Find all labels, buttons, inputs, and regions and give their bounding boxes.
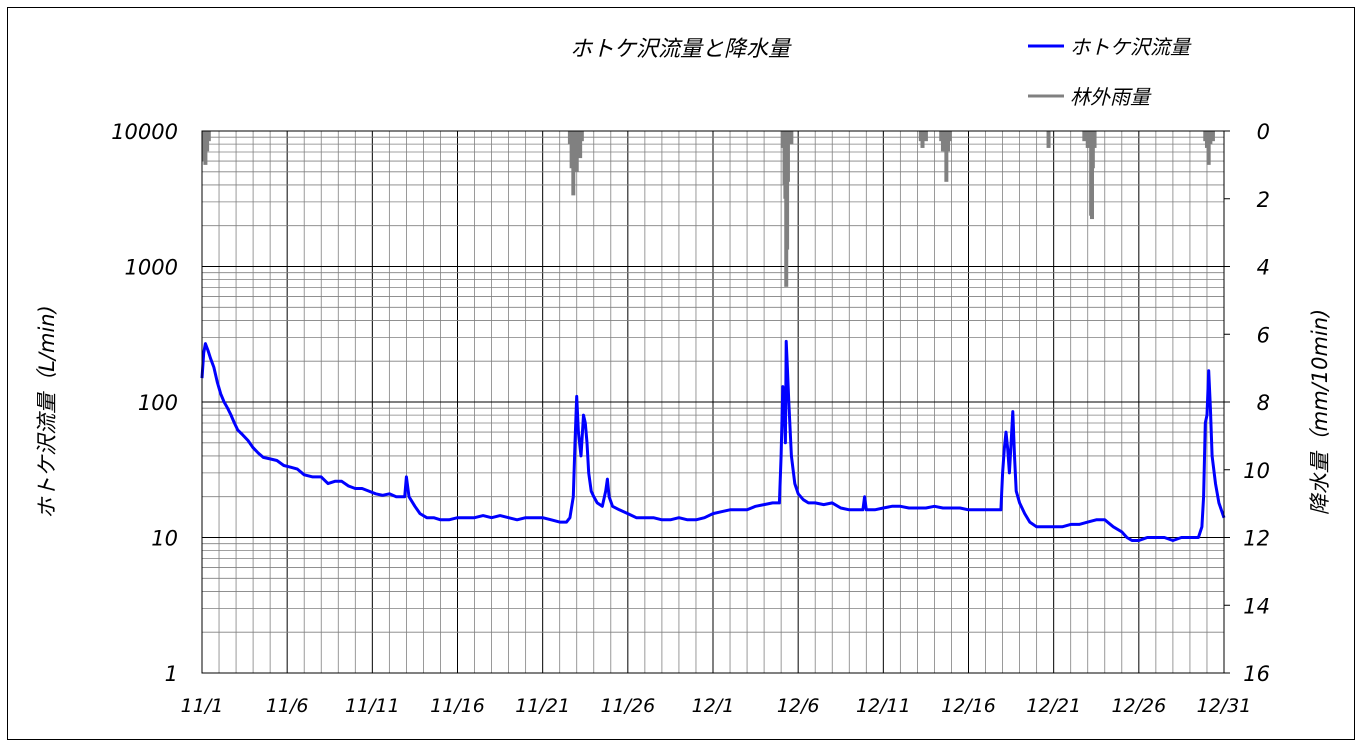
rain-bar bbox=[1046, 131, 1051, 148]
flow-series-line bbox=[200, 339, 1226, 542]
x-tick-label: 12/11 bbox=[856, 695, 911, 717]
x-tick-label: 11/6 bbox=[266, 695, 309, 717]
y-left-tick-label: 1000 bbox=[125, 256, 178, 280]
rain-bar bbox=[1206, 131, 1211, 165]
x-tick-label: 11/1 bbox=[181, 695, 224, 717]
x-tick-label: 11/26 bbox=[600, 695, 655, 717]
rain-bar bbox=[1210, 131, 1215, 142]
rain-bar bbox=[1208, 131, 1213, 145]
plot-area-border bbox=[201, 130, 1225, 674]
y-right-tick-label: 2 bbox=[1257, 188, 1270, 212]
y-left-tick-label: 10 bbox=[151, 527, 178, 551]
y-right-tick-labels: 0 2 4 6 8 10 12 14 16 bbox=[1243, 120, 1270, 686]
x-tick-label: 12/16 bbox=[941, 695, 996, 717]
y-left-tick-label: 1 bbox=[165, 662, 178, 686]
rain-bar bbox=[947, 131, 952, 142]
y-right-tick-label: 0 bbox=[1257, 120, 1270, 144]
y-right-tick-label: 10 bbox=[1243, 459, 1270, 483]
y-right-tick-label: 16 bbox=[1243, 662, 1270, 686]
x-tick-label: 12/31 bbox=[1197, 695, 1252, 717]
rain-bar bbox=[785, 131, 790, 250]
x-tick-label: 11/16 bbox=[430, 695, 485, 717]
y-left-tick-labels: 1 10 100 1000 10000 bbox=[111, 120, 178, 686]
y-right-tick-label: 6 bbox=[1257, 323, 1270, 347]
x-tick-label: 12/6 bbox=[777, 695, 820, 717]
legend-label-rain: 林外雨量 bbox=[1070, 85, 1152, 109]
y-right-tick-label: 4 bbox=[1257, 256, 1270, 280]
x-tick-labels: 11/1 11/6 11/11 11/16 11/21 11/26 12/1 12/6 12/1… bbox=[181, 695, 1252, 717]
rain-series bbox=[201, 131, 1215, 287]
rain-bar bbox=[789, 131, 794, 145]
y-right-tick-label: 12 bbox=[1243, 527, 1270, 551]
rain-bar bbox=[923, 131, 928, 142]
x-tick-label: 12/26 bbox=[1111, 695, 1166, 717]
rain-bar bbox=[206, 131, 211, 142]
rain-bar bbox=[1089, 131, 1094, 220]
y-right-tick-label: 8 bbox=[1257, 391, 1270, 415]
x-tick-label: 12/21 bbox=[1026, 695, 1081, 717]
rain-bar bbox=[1090, 131, 1095, 169]
grid bbox=[201, 130, 1230, 674]
legend-label-flow: ホトケ沢流量 bbox=[1070, 35, 1192, 59]
rain-bar bbox=[578, 131, 583, 159]
rain-bar bbox=[1082, 131, 1087, 142]
y-left-tick-label: 100 bbox=[138, 391, 178, 415]
rain-bar bbox=[785, 131, 790, 182]
chart-title: ホトケ沢流量と降水量 bbox=[570, 37, 792, 62]
legend: ホトケ沢流量 林外雨量 bbox=[1028, 35, 1192, 109]
rain-bar bbox=[1092, 131, 1097, 148]
y-left-tick-label: 10000 bbox=[111, 120, 178, 144]
rain-bar bbox=[579, 131, 584, 142]
x-tick-label: 11/21 bbox=[515, 695, 570, 717]
x-tick-label: 12/1 bbox=[692, 695, 735, 717]
y-right-axis-label: 降水量（mm/10min) bbox=[1308, 309, 1332, 516]
rain-bar bbox=[1085, 131, 1090, 148]
x-tick-label: 11/11 bbox=[345, 695, 400, 717]
y-left-axis-label: ホトケ沢流量（L/min) bbox=[35, 305, 59, 519]
rain-bar bbox=[574, 131, 579, 172]
y-right-tick-label: 14 bbox=[1243, 594, 1270, 618]
rain-bar bbox=[571, 131, 576, 196]
rain-bar bbox=[944, 131, 949, 182]
rain-bar bbox=[920, 131, 925, 148]
chart-frame bbox=[7, 7, 1355, 740]
